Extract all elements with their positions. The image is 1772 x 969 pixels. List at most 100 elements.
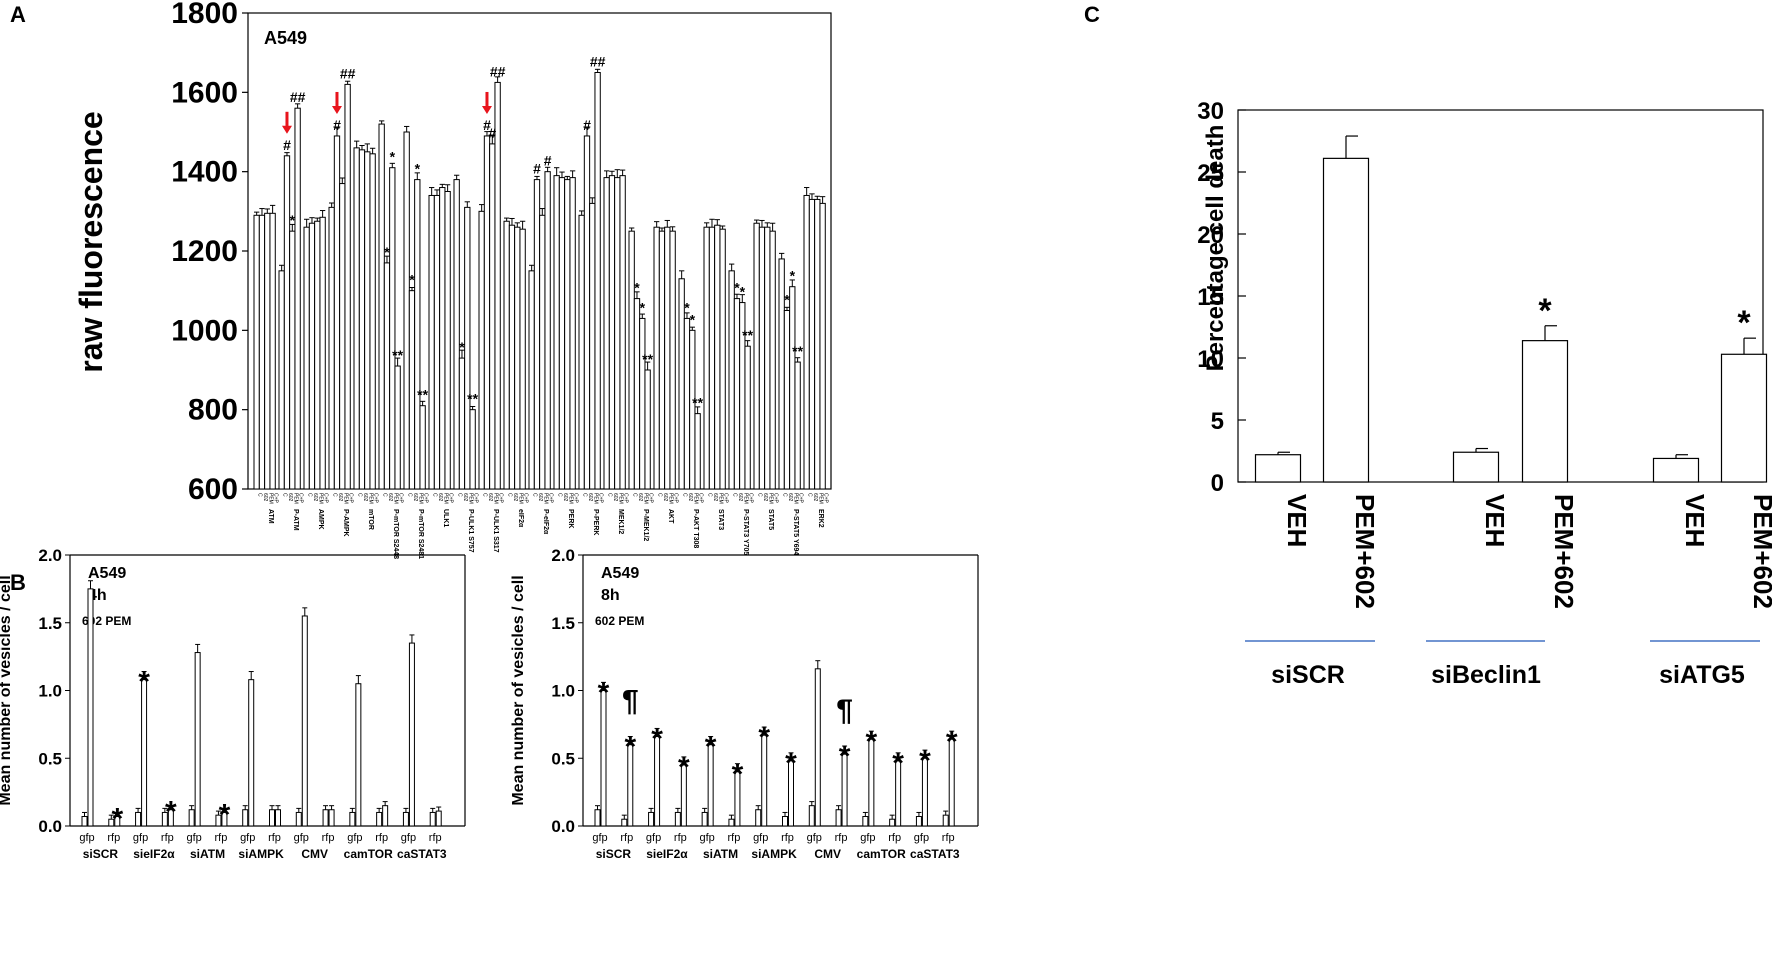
panel-a-bar [333,135,341,490]
panel-b-group-label: siSCR [83,847,119,861]
panel-a-bar-sublabel: 602 [337,493,343,502]
panel-a-bar [458,357,466,490]
panel-b-bar [621,818,628,827]
panel-a-bar [258,214,266,490]
panel-a-bar-sublabel: C [732,493,738,497]
panel-a-bar [314,220,321,490]
panel-b-bar [782,816,788,827]
panel-b-significance-mark: * [598,677,610,710]
panel-a-bar-sublabel: C [382,493,388,497]
panel-c-y-tick-label: 0 [1211,470,1224,497]
panel-a-bar [264,212,271,490]
panel-a-bars: #*#####***********##### ####********* ****… [253,54,826,490]
panel-a-bar [383,262,391,490]
panel-b-bar-type-label: rfp [728,832,741,844]
panel-a-bar [364,151,371,490]
panel-b-bar [301,615,308,827]
panel-b-bar [594,809,601,827]
panel-a-bar [489,143,496,490]
panel-a-bar [303,226,310,490]
panel-a-bar-sublabel: C+P [698,493,704,504]
panel-c-y-axis-label: Percentage cell death [1202,125,1229,372]
panel-a-bar [569,177,576,490]
panel-b-significance-mark: * [758,721,770,754]
panel-a-bar-sublabel: C+P [398,493,404,504]
panel-a-bar-sublabel: PEM [492,493,498,504]
panel-a-bar [428,194,435,490]
panel-a-bar [694,413,701,490]
panel-b-bar-type-label: rfp [781,832,794,844]
panel-a-bar [744,345,751,490]
panel-a-bar-sublabel: PEM [392,493,398,504]
panel-a-bar-sublabel: C+P [823,493,829,504]
panel-b-significance-mark: * [892,747,904,780]
panel-a-bar-sublabel: C [532,493,538,497]
panel-a-bar [278,270,285,490]
panel-a-bar-sublabel: 602 [487,493,493,502]
panel-a-bar-sublabel: C+P [473,493,479,504]
panel-b-bar-type-label: rfp [620,832,633,844]
panel-a-bar-sublabel: PEM [792,493,798,504]
panel-a-significance-mark: * [390,149,396,165]
panel-a-bar [708,226,716,490]
panel-b-y-tick-label: 2.0 [38,546,62,565]
panel-a-bar-sublabel: C+P [273,493,279,504]
panel-a-bar-sublabel: PEM [642,493,648,504]
panel-a-group-label: ERK2 [817,509,824,528]
panel-b-y-tick-label: 1.0 [38,682,62,701]
panel-c-y-tick-label: 15 [1197,284,1224,311]
panel-a-bar [514,226,521,490]
panel-a-bar-sublabel: PEM [267,493,273,504]
panel-a-bar-sublabel: 602 [712,493,718,502]
panel-a-bar [464,206,471,490]
panel-b-bar-type-label: rfp [835,832,848,844]
panel-b-y-axis-label: Mean number of vesicles / cell [0,575,14,805]
panel-a-bar-sublabel: PEM [717,493,723,504]
panel-a-significance-mark: ** [692,395,703,411]
panel-a-significance-mark: * [734,280,740,296]
panel-b-bar [248,679,255,827]
panel-a-bar [319,216,326,490]
panel-a-letter: A [10,2,26,27]
panel-a-bar-sublabel: C+P [648,493,654,504]
panel-a-group-label: P-AKT T308 [692,509,699,548]
panel-a: A raw fluorescence A549 600 800 1000 1200 14… [10,0,832,559]
panel-a-bar [794,361,801,490]
panel-b-group-label: siATM [703,847,738,861]
panel-b-bar [135,811,142,827]
panel-b-group-label: camTOR [344,847,393,861]
panel-b-bar-type-label: gfp [347,832,362,844]
panel-a-bar-sublabel: C+P [723,493,729,504]
panel-a-significance-mark: * [459,339,465,355]
panel-a-bar [783,310,791,490]
panel-a-bar [803,194,810,490]
panel-b-bar [349,811,356,827]
panel-a-bar-sublabel: 602 [687,493,693,502]
panel-a-bar-sublabel: PEM [442,493,448,504]
panel-c-bar-label: PEM+602 [1549,494,1579,609]
panel-a-bar [508,224,516,490]
panel-a-bar [753,222,760,490]
panel-a-bar-sublabel: C [582,493,588,497]
panel-a-bar [669,230,676,490]
panel-a-significance-mark: ** [642,351,653,367]
panel-b-bar [728,818,735,827]
panel-a-bar [344,83,351,490]
panel-a-significance-mark: ** [417,387,428,403]
panel-a-y-tick-label: 1000 [171,314,238,347]
panel-b-significance-mark: * [165,796,177,829]
panel-a-bar-sublabel: C+P [573,493,579,504]
panel-b-bar [674,811,681,827]
red-arrow-head-icon [331,105,342,114]
panel-b-bar [889,818,896,827]
panel-b-significance-mark: * [732,758,744,791]
panel-a-bar [619,175,626,490]
panel-a-bar-sublabel: PEM [742,493,748,504]
panel-a-bar-sublabel: PEM [542,493,548,504]
panel-a-bar-sublabel: C+P [673,493,679,504]
panel-a-bar [758,226,766,490]
panel-a-bar-sublabel: 602 [412,493,418,502]
panel-c-bar [1452,451,1500,483]
panel-c-bar-label: PEM+602 [1748,494,1772,609]
panel-c-group-label: siSCR [1271,661,1345,689]
